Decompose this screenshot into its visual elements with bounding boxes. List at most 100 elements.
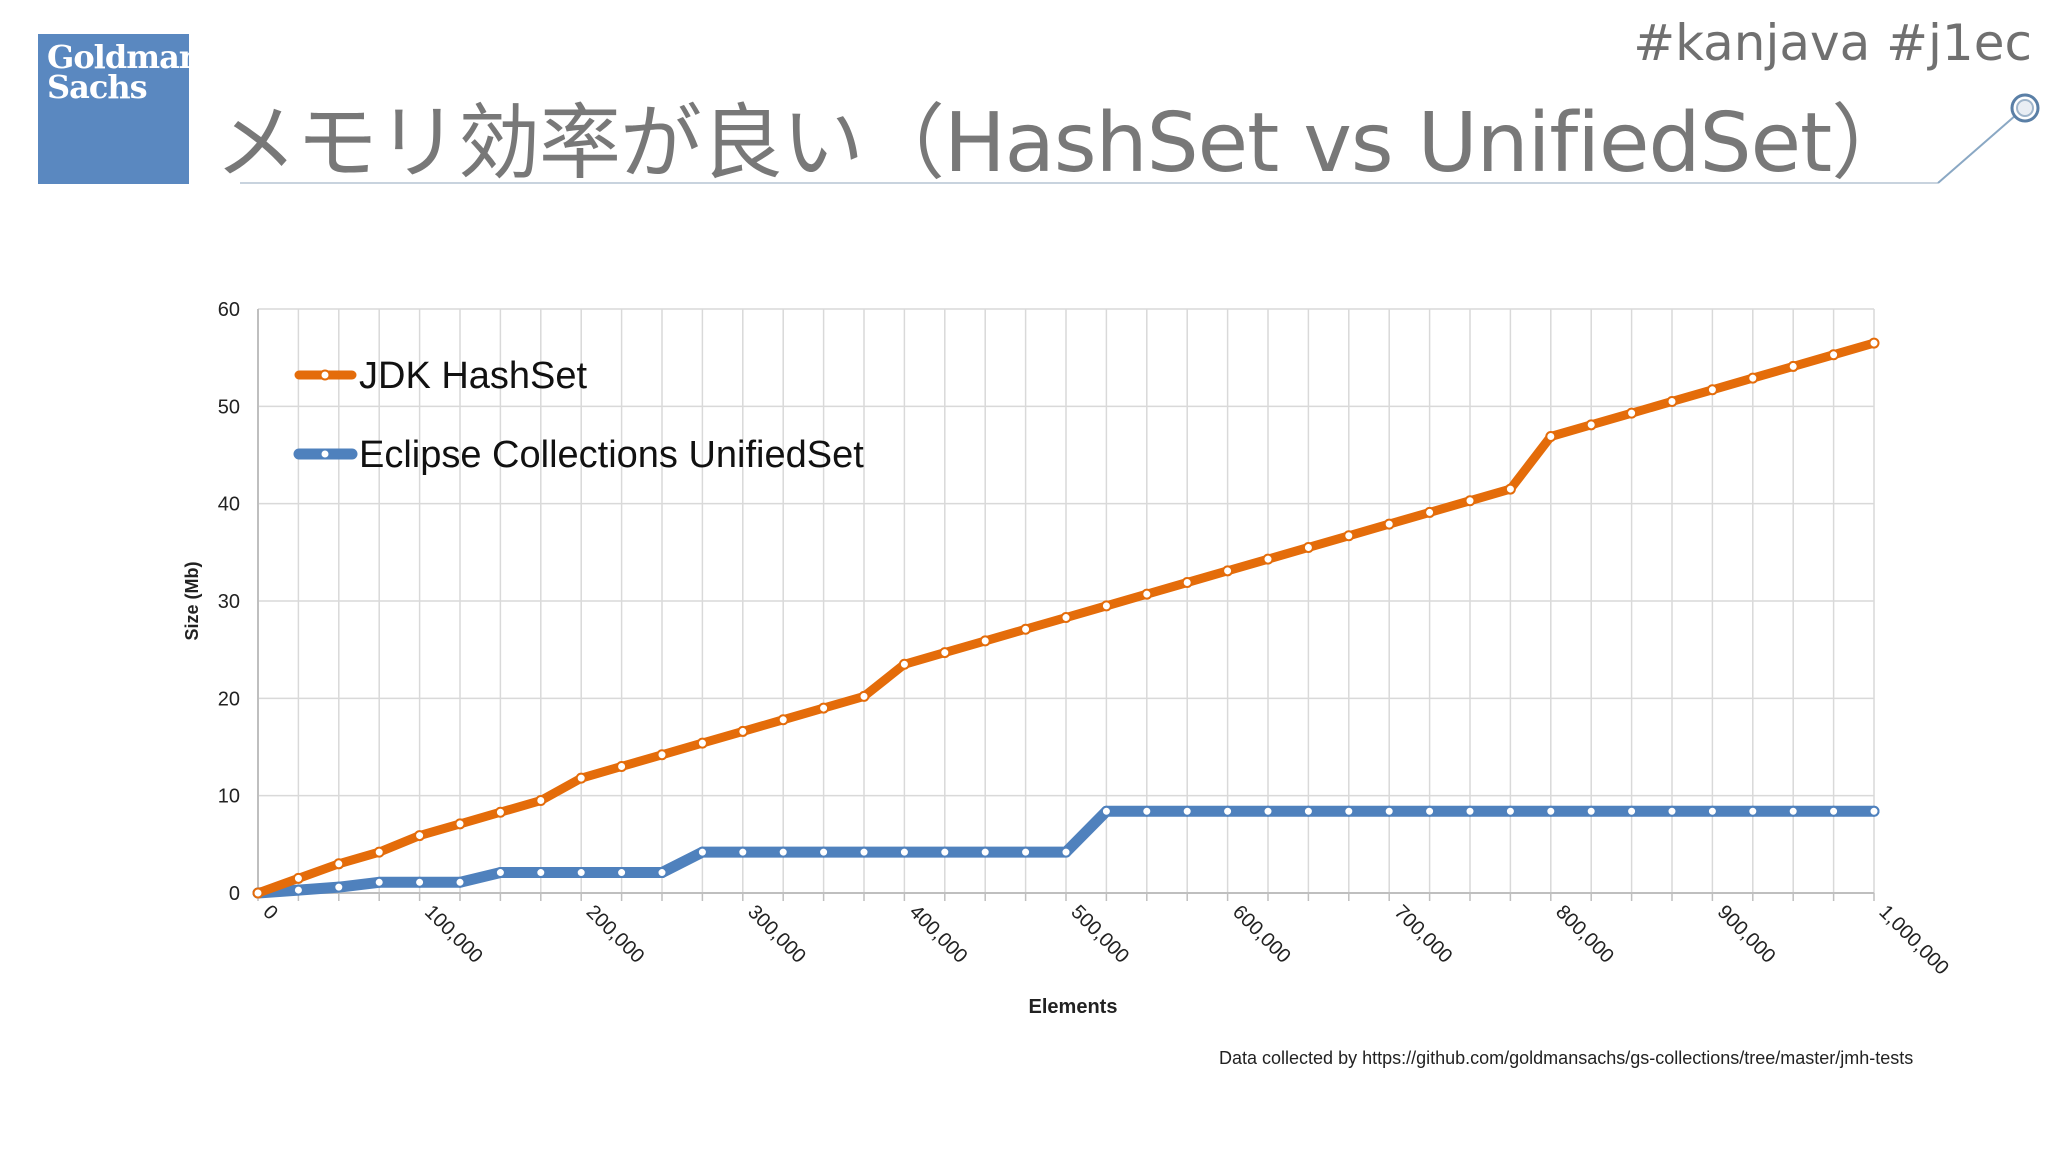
data-point-unifiedset bbox=[1060, 846, 1072, 858]
data-point-hashset bbox=[1302, 541, 1314, 553]
data-point-hashset bbox=[1747, 372, 1759, 384]
data-point-hashset bbox=[1585, 419, 1597, 431]
data-point-unifiedset bbox=[616, 867, 628, 879]
data-point-unifiedset bbox=[939, 846, 951, 858]
data-point-hashset bbox=[1100, 600, 1112, 612]
y-tick-label: 0 bbox=[229, 883, 240, 905]
data-point-unifiedset bbox=[1343, 805, 1355, 817]
data-point-unifiedset bbox=[535, 867, 547, 879]
x-tick-label: 100,000 bbox=[420, 901, 487, 968]
data-point-hashset bbox=[333, 858, 345, 870]
data-point-unifiedset bbox=[1504, 805, 1516, 817]
data-point-unifiedset bbox=[777, 846, 789, 858]
data-point-hashset bbox=[535, 795, 547, 807]
data-point-unifiedset bbox=[454, 876, 466, 888]
data-point-hashset bbox=[414, 830, 426, 842]
slide-title: メモリ効率が良い（HashSet vs UnifiedSet） bbox=[215, 96, 1913, 191]
data-point-unifiedset bbox=[1100, 805, 1112, 817]
data-point-unifiedset bbox=[1585, 805, 1597, 817]
legend-label-hashset: JDK HashSet bbox=[359, 355, 588, 397]
data-point-hashset bbox=[292, 872, 304, 884]
data-point-unifiedset bbox=[333, 881, 345, 893]
y-axis-title: Size (Mb) bbox=[182, 561, 202, 640]
data-point-unifiedset bbox=[414, 876, 426, 888]
data-point-hashset bbox=[575, 772, 587, 784]
data-point-hashset bbox=[1141, 588, 1153, 600]
data-point-hashset bbox=[1060, 612, 1072, 624]
data-point-unifiedset bbox=[979, 846, 991, 858]
data-point-unifiedset bbox=[373, 876, 385, 888]
x-tick-label: 1,000,000 bbox=[1874, 901, 1952, 979]
y-tick-label: 50 bbox=[218, 396, 240, 418]
logo-line-2: Sachs bbox=[47, 68, 148, 106]
x-tick-label: 200,000 bbox=[582, 901, 649, 968]
x-tick-label: 0 bbox=[258, 901, 281, 924]
data-point-hashset bbox=[1828, 349, 1840, 361]
legend: JDK HashSet Eclipse Collections UnifiedSe… bbox=[293, 355, 864, 476]
data-point-unifiedset bbox=[1706, 805, 1718, 817]
y-tick-label: 60 bbox=[218, 299, 240, 321]
data-point-hashset bbox=[616, 760, 628, 772]
data-point-hashset bbox=[656, 749, 668, 761]
data-point-unifiedset bbox=[1666, 805, 1678, 817]
data-point-hashset bbox=[1464, 495, 1476, 507]
data-point-hashset bbox=[373, 846, 385, 858]
legend-label-unifiedset: Eclipse Collections UnifiedSet bbox=[359, 434, 864, 476]
data-point-hashset bbox=[858, 690, 870, 702]
x-tick-label: 800,000 bbox=[1551, 901, 1618, 968]
title-underline-ring-inner bbox=[2016, 99, 2034, 117]
data-point-unifiedset bbox=[898, 846, 910, 858]
x-tick-label: 300,000 bbox=[743, 901, 810, 968]
data-point-unifiedset bbox=[575, 867, 587, 879]
y-tick-label: 10 bbox=[218, 786, 240, 808]
data-point-unifiedset bbox=[1222, 805, 1234, 817]
y-tick-label: 20 bbox=[218, 688, 240, 710]
data-point-hashset bbox=[777, 714, 789, 726]
hashtags: #kanjava #j1ec bbox=[1633, 14, 2032, 72]
data-point-unifiedset bbox=[1787, 805, 1799, 817]
logo-line-1: Goldman bbox=[47, 38, 202, 76]
data-point-unifiedset bbox=[1626, 805, 1638, 817]
data-point-unifiedset bbox=[737, 846, 749, 858]
x-tick-label: 500,000 bbox=[1066, 901, 1133, 968]
data-point-unifiedset bbox=[1262, 805, 1274, 817]
data-point-unifiedset bbox=[1464, 805, 1476, 817]
data-point-unifiedset bbox=[696, 846, 708, 858]
data-point-hashset bbox=[979, 635, 991, 647]
data-point-hashset bbox=[1181, 577, 1193, 589]
data-point-hashset bbox=[1343, 530, 1355, 542]
x-tick-label: 700,000 bbox=[1390, 901, 1457, 968]
data-point-hashset bbox=[1787, 360, 1799, 372]
x-tick-label: 600,000 bbox=[1228, 901, 1295, 968]
title-underline-decoration bbox=[240, 93, 2040, 184]
data-point-unifiedset bbox=[1020, 846, 1032, 858]
data-point-hashset bbox=[1020, 623, 1032, 635]
data-point-hashset bbox=[494, 806, 506, 818]
data-point-hashset bbox=[1504, 483, 1516, 495]
data-point-unifiedset bbox=[1302, 805, 1314, 817]
data-point-unifiedset bbox=[1383, 805, 1395, 817]
data-point-unifiedset bbox=[1828, 805, 1840, 817]
data-point-unifiedset bbox=[1424, 805, 1436, 817]
data-point-unifiedset bbox=[1141, 805, 1153, 817]
data-point-hashset bbox=[454, 818, 466, 830]
data-point-unifiedset bbox=[858, 846, 870, 858]
data-point-hashset bbox=[1262, 553, 1274, 565]
data-point-hashset bbox=[1626, 407, 1638, 419]
data-point-hashset bbox=[1666, 395, 1678, 407]
data-point-hashset bbox=[737, 725, 749, 737]
x-tick-label: 400,000 bbox=[905, 901, 972, 968]
data-point-unifiedset bbox=[494, 867, 506, 879]
legend-marker-unifiedset bbox=[319, 448, 331, 460]
data-source-footnote: Data collected by https://github.com/gol… bbox=[1219, 1048, 1914, 1068]
data-point-hashset bbox=[1706, 384, 1718, 396]
data-point-hashset bbox=[1222, 565, 1234, 577]
data-point-unifiedset bbox=[1747, 805, 1759, 817]
title-underline-diagonal bbox=[1937, 107, 2025, 184]
series bbox=[252, 337, 1880, 899]
goldman-sachs-logo: Goldman Sachs bbox=[38, 34, 202, 184]
legend-marker-hashset bbox=[319, 369, 331, 381]
data-point-unifiedset bbox=[1545, 805, 1557, 817]
data-point-unifiedset bbox=[656, 867, 668, 879]
y-tick-label: 30 bbox=[218, 591, 240, 613]
